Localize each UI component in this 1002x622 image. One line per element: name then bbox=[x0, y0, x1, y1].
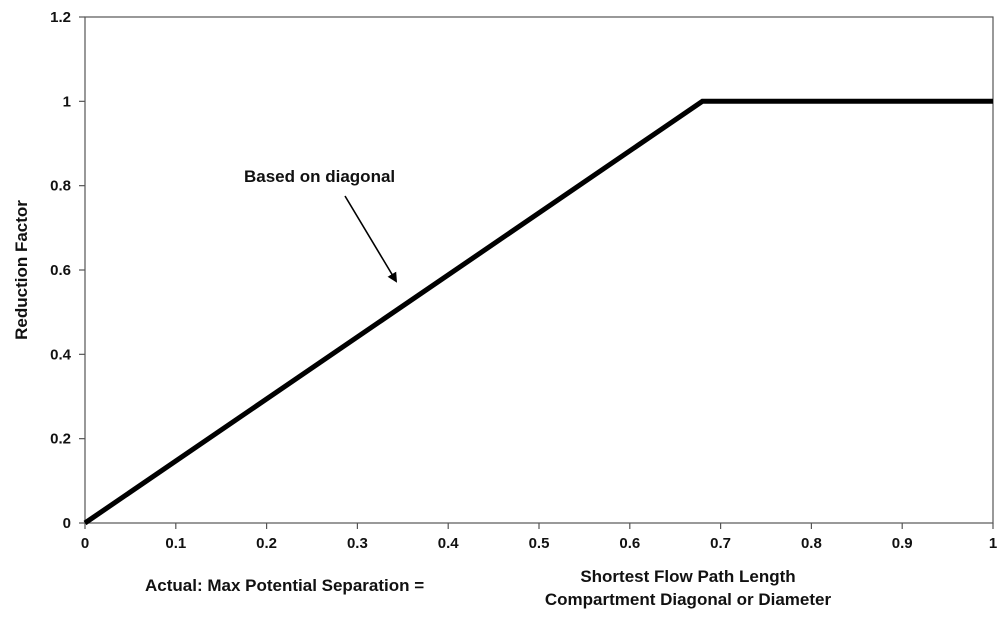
x-tick-label: 0.1 bbox=[165, 535, 186, 552]
x-tick-label: 0.2 bbox=[256, 535, 277, 552]
y-axis-title: Reduction Factor bbox=[12, 200, 31, 340]
series-line-reduction-factor bbox=[83, 98, 993, 526]
y-axis: 0 0.2 0.4 0.6 0.8 1 1.2 bbox=[50, 9, 85, 532]
y-tick-label: 0 bbox=[63, 515, 71, 532]
y-tick-label: 0.8 bbox=[50, 178, 71, 195]
x-tick-label: 0.3 bbox=[347, 535, 368, 552]
x-tick-label: 0.4 bbox=[438, 535, 460, 552]
x-tick-label: 0.6 bbox=[619, 535, 640, 552]
y-tick-label: 0.6 bbox=[50, 262, 71, 279]
y-tick-label: 1 bbox=[63, 93, 71, 110]
x-axis-title-numerator: Shortest Flow Path Length bbox=[580, 567, 795, 586]
x-tick-label: 0.8 bbox=[801, 535, 822, 552]
x-axis: 0 0.1 0.2 0.3 0.4 0.5 0.6 0.7 0.8 0.9 1 bbox=[81, 523, 997, 552]
x-tick-label: 0.7 bbox=[710, 535, 731, 552]
annotation-label: Based on diagonal bbox=[244, 167, 395, 186]
x-tick-label: 0.5 bbox=[529, 535, 550, 552]
y-tick-label: 0.4 bbox=[50, 346, 72, 363]
x-tick-label: 0.9 bbox=[892, 535, 913, 552]
x-axis-title-prefix: Actual: Max Potential Separation = bbox=[145, 576, 424, 595]
plot-area bbox=[84, 16, 994, 524]
x-axis-title-denominator: Compartment Diagonal or Diameter bbox=[545, 590, 832, 609]
y-tick-label: 0.2 bbox=[50, 431, 71, 448]
y-tick-label: 1.2 bbox=[50, 9, 71, 26]
x-tick-label: 1 bbox=[989, 535, 997, 552]
annotation-arrow bbox=[344, 195, 398, 283]
x-tick-label: 0 bbox=[81, 535, 89, 552]
